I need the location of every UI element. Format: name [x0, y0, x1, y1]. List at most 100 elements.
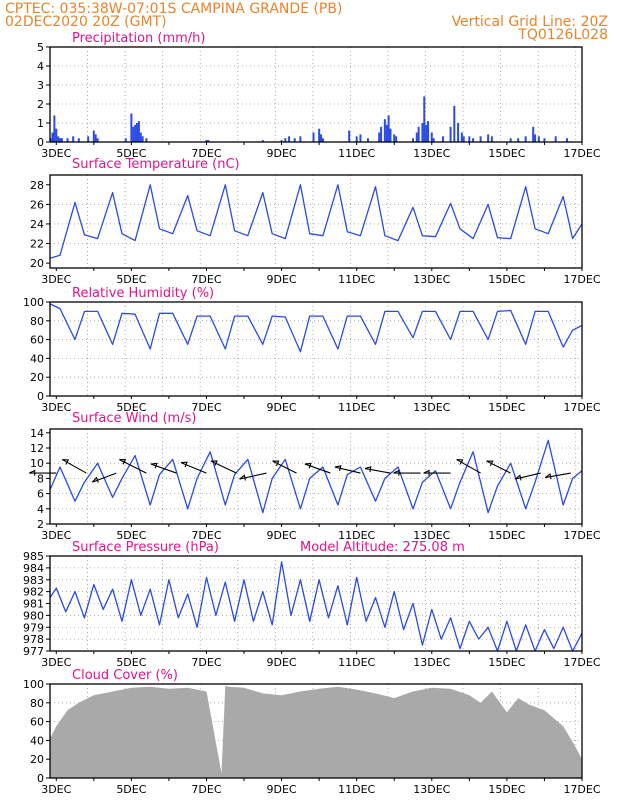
precip-bar: [299, 136, 302, 142]
precip-bar: [412, 138, 415, 142]
humidity-ytick-label: 0: [37, 390, 44, 403]
precip-bar: [449, 126, 452, 142]
temperature-xtick-label: 7DEC: [191, 273, 221, 286]
wind-arrow-head: [180, 461, 188, 468]
wind-arrow-head: [486, 460, 494, 467]
precip-bar: [534, 134, 537, 142]
humidity-plot-area: [50, 302, 582, 396]
precip-bar: [487, 134, 490, 142]
wind-arrow-head: [364, 466, 372, 473]
precip-xtick-label: 15DEC: [488, 147, 525, 160]
cloud-title: Cloud Cover (%): [72, 668, 178, 683]
precip-bar: [432, 138, 435, 142]
precip-bar: [423, 96, 426, 142]
precip-bar: [457, 123, 460, 142]
precip-ytick-label: 3: [37, 79, 44, 92]
precip-bar: [479, 136, 482, 142]
temperature-ytick-label: 22: [30, 238, 44, 251]
temperature-ytick-label: 26: [30, 198, 44, 211]
precip-bar: [137, 121, 140, 142]
pressure-xtick-label: 11DEC: [338, 656, 375, 669]
precip-bar: [417, 126, 420, 142]
precip-bar: [427, 121, 430, 142]
precip-bar: [387, 115, 390, 142]
wind-arrow-head: [211, 460, 218, 466]
humidity-title: Relative Humidity (%): [72, 286, 214, 301]
temperature-xtick-label: 17DEC: [563, 273, 600, 286]
wind-arrow-head: [272, 460, 280, 467]
precip-xtick-label: 5DEC: [116, 147, 146, 160]
pressure-xtick-label: 17DEC: [563, 656, 600, 669]
wind-arrow: [364, 468, 391, 474]
humidity-xtick-label: 7DEC: [191, 401, 221, 414]
precip-bar: [139, 132, 142, 142]
pressure-xtick-label: 5DEC: [116, 656, 146, 669]
humidity-line: [49, 303, 583, 353]
precip-bar: [77, 138, 80, 142]
precip-xtick-label: 13DEC: [413, 147, 450, 160]
precip-bar: [53, 115, 56, 142]
precip-bar: [261, 140, 264, 142]
temperature-ytick-label: 20: [30, 257, 44, 270]
humidity-ytick-label: 80: [30, 315, 44, 328]
precip-xtick-label: 17DEC: [563, 147, 600, 160]
precip-bar: [280, 140, 283, 142]
temperature-xtick-label: 3DEC: [41, 273, 71, 286]
precip-bar: [430, 132, 433, 142]
wind-arrow: [334, 466, 361, 474]
precip-bar: [389, 128, 392, 142]
precip-bar: [320, 134, 323, 142]
wind-arrow: [304, 463, 331, 474]
precip-bar: [205, 140, 208, 142]
wind-plot-area: [50, 429, 582, 524]
humidity-xtick-label: 13DEC: [413, 401, 450, 414]
precip-bar: [366, 138, 369, 142]
precip-bar: [124, 138, 127, 142]
wind-ytick-label: 14: [30, 427, 44, 440]
precip-bar: [318, 128, 321, 142]
precip-bar: [385, 124, 388, 142]
wind-arrow: [62, 459, 87, 474]
temperature-line: [49, 184, 583, 259]
cloud-area: [50, 685, 582, 778]
precip-bar: [378, 132, 381, 142]
humidity-xtick-label: 5DEC: [116, 401, 146, 414]
cloud-ytick-label: 80: [30, 697, 44, 710]
precip-plot-area: [50, 47, 582, 142]
pressure-ytick-label: 981: [23, 598, 44, 611]
wind-title: Surface Wind (m/s): [72, 411, 196, 426]
wind-arrow: [545, 472, 571, 479]
humidity-ytick-label: 60: [30, 334, 44, 347]
wind-arrow-head: [62, 459, 70, 465]
wind-ytick-label: 8: [37, 472, 44, 485]
precip-ytick-label: 1: [37, 117, 44, 130]
wind-arrow: [210, 460, 237, 474]
precip-bar: [537, 136, 540, 142]
precip-bar: [321, 138, 324, 142]
wind-arrow-head: [393, 469, 400, 476]
temperature-frame: [49, 174, 583, 269]
wind-xtick-label: 11DEC: [338, 529, 375, 542]
cloud-xtick-label: 5DEC: [116, 783, 146, 796]
wind-arrow-head: [150, 462, 158, 469]
humidity-xtick-label: 15DEC: [488, 401, 525, 414]
wind-arrow-head: [239, 474, 246, 481]
wind-ytick-label: 4: [37, 503, 44, 516]
precip-bar: [355, 136, 358, 142]
precip-bar: [51, 132, 54, 142]
precip-bar: [393, 134, 396, 142]
wind-arrow: [515, 472, 541, 480]
precip-bar: [87, 136, 90, 142]
precip-bar: [395, 136, 398, 142]
precip-bar: [380, 126, 383, 142]
precip-bar: [565, 138, 568, 142]
wind-arrow-head: [29, 469, 36, 476]
wind-xtick-label: 3DEC: [41, 529, 71, 542]
humidity-ytick-label: 100: [23, 296, 44, 309]
pressure-xtick-label: 13DEC: [413, 656, 450, 669]
pressure-ytick-label: 984: [23, 562, 44, 575]
pressure-ytick-label: 985: [23, 550, 44, 563]
cloud-ytick-label: 60: [30, 716, 44, 729]
pressure-ytick-label: 977: [23, 645, 44, 658]
